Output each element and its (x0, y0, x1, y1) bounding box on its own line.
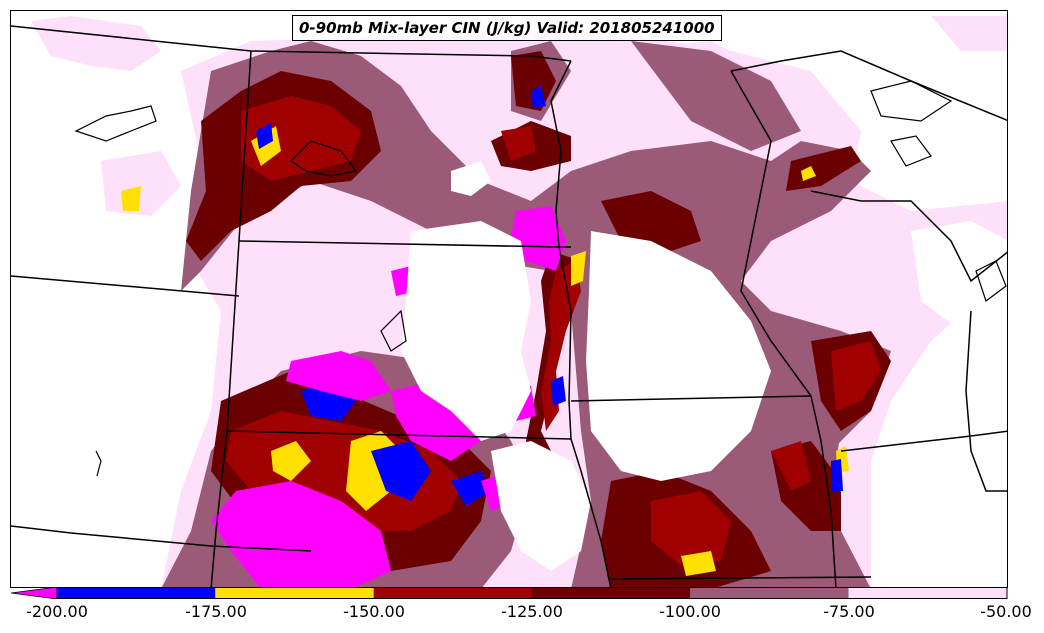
colorbar (10, 587, 1008, 599)
colorbar-segment (690, 587, 849, 599)
colorbar-under-arrow (10, 587, 58, 599)
colorbar-tick-label: -50.00 (980, 602, 1032, 621)
map-panel (10, 10, 1008, 588)
cin-map (11, 16, 1007, 587)
colorbar-segment (532, 587, 691, 599)
colorbar-tick-label: -200.00 (26, 602, 88, 621)
colorbar-segment (215, 587, 374, 599)
colorbar-tick-label: -75.00 (823, 602, 875, 621)
map-title: 0-90mb Mix-layer CIN (J/kg) Valid: 20180… (292, 15, 722, 41)
colorbar-segment (57, 587, 216, 599)
colorbar-tick-label: -175.00 (185, 602, 247, 621)
colorbar-segment (848, 587, 1007, 599)
colorbar-tick-label: -125.00 (501, 602, 563, 621)
colorbar-outline (56, 587, 1008, 599)
colorbar-segment (373, 587, 532, 599)
cin-clear-region (401, 161, 1007, 571)
colorbar-tick-label: -150.00 (343, 602, 405, 621)
colorbar-tick-label: -100.00 (659, 602, 721, 621)
lakes-rivers (74, 80, 1007, 477)
